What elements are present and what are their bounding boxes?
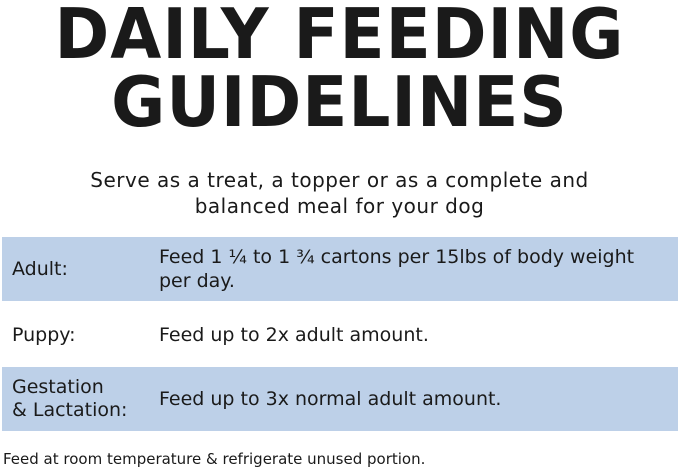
row-text: Feed up to 3x normal adult amount. [159,388,502,410]
row-label: & Lactation: [12,399,128,421]
table-row: Puppy: Feed up to 2x adult amount. [2,303,678,367]
title-line: DAILY FEEDING [54,0,625,75]
row-text: per day. [159,270,235,292]
row-label: Gestation [12,376,104,398]
table-row: Adult: Feed 1 ¼ to 1 ¾ cartons per 15lbs … [2,237,678,301]
title-line: GUIDELINES [111,62,568,143]
table-row: Gestation & Lactation: Feed up to 3x norma… [2,367,678,431]
row-label: Adult: [12,257,68,280]
row-label: Puppy: [12,323,76,346]
row-text: Feed up to 2x adult amount. [159,324,429,346]
subtitle-line: balanced meal for your dog [194,194,485,218]
footer-note: Feed at room temperature & refrigerate u… [3,450,426,468]
row-text: Feed 1 ¼ to 1 ¾ cartons per 15lbs of bod… [159,246,635,268]
subtitle-line: Serve as a treat, a topper or as a compl… [90,168,589,192]
